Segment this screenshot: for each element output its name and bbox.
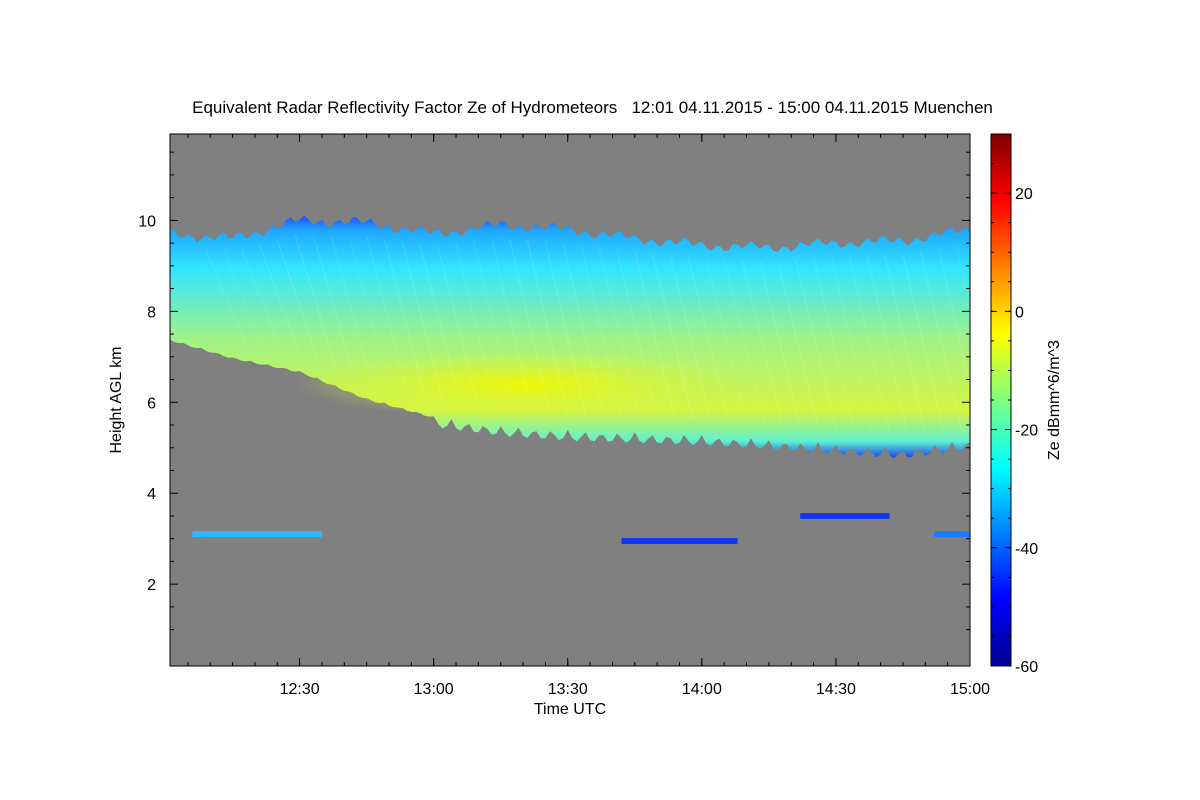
fall-streak <box>938 248 970 389</box>
fall-streak <box>223 251 265 348</box>
fall-streak <box>777 260 819 428</box>
fall-streak <box>580 244 622 418</box>
fall-streak <box>866 255 909 434</box>
fall-streak <box>366 236 408 392</box>
x-tick-label: 14:00 <box>682 681 722 698</box>
fall-streak <box>616 249 658 419</box>
fall-streak <box>920 251 962 429</box>
plot-frame <box>169 133 971 667</box>
chart-title: Equivalent Radar Reflectivity Factor Ze … <box>192 98 993 117</box>
colorbar-tick-label: -60 <box>1015 659 1038 676</box>
low-echo <box>192 531 322 538</box>
fall-streak <box>687 257 730 422</box>
fall-streak <box>562 242 605 417</box>
x-tick-label: 12:30 <box>280 681 320 698</box>
fall-streak <box>258 244 301 355</box>
fall-streak <box>419 245 462 405</box>
y-axis-title: Height AGL km <box>108 346 125 453</box>
fall-streak <box>884 254 926 434</box>
low-echo <box>800 512 890 519</box>
y-tick-label: 2 <box>147 577 156 594</box>
fall-streak <box>509 239 551 414</box>
fall-streak <box>723 259 765 424</box>
fall-streak <box>401 242 444 402</box>
x-tick-label: 13:30 <box>548 681 588 698</box>
fall-streak <box>634 252 676 420</box>
fall-streak <box>205 250 247 344</box>
colorbar-tick-label: 20 <box>1015 186 1033 203</box>
y-tick-label: 8 <box>147 304 156 321</box>
colorbar-title: Ze dBmm^6/m^3 <box>1046 340 1063 460</box>
colorbar-ticks: -60 -40 -20 0 20 <box>991 163 1038 676</box>
fall-streak <box>830 256 873 432</box>
fall-streak <box>812 258 855 430</box>
fall-streak <box>294 235 336 367</box>
fall-streak <box>705 259 748 423</box>
y-tick-label: 4 <box>147 486 156 503</box>
echo-layer <box>170 215 970 544</box>
fall-streak <box>669 255 712 421</box>
fall-streak <box>544 241 587 417</box>
fall-streak <box>383 239 426 397</box>
fall-streak <box>652 253 694 420</box>
colorbar-tick-label: -20 <box>1015 423 1038 440</box>
fall-streak <box>455 244 497 410</box>
y-tick-label: 6 <box>147 395 156 412</box>
fall-streak <box>759 260 801 427</box>
fall-streak <box>348 235 390 387</box>
colorbar-tick-label: 0 <box>1015 304 1024 321</box>
low-echo <box>621 537 738 544</box>
fall-streak <box>598 247 640 419</box>
fall-streak <box>848 256 891 433</box>
fall-streak <box>312 234 354 374</box>
reflectivity-core <box>293 350 754 419</box>
fall-streak <box>902 254 944 431</box>
fall-streak <box>741 260 783 426</box>
fall-streak <box>956 245 970 309</box>
y-tick-label: 10 <box>138 213 156 230</box>
fall-streak <box>330 234 372 381</box>
axes: 12:30 13:00 13:30 14:00 14:30 15:00 2 4 6 8 10 <box>138 134 990 698</box>
low-echo <box>934 531 970 538</box>
fall-streak <box>526 240 569 416</box>
fall-streak <box>491 239 533 413</box>
colorbar-tick-label: -40 <box>1015 541 1038 558</box>
fall-streak <box>276 239 319 359</box>
x-axis-title: Time UTC <box>534 701 606 718</box>
x-tick-label: 15:00 <box>950 681 990 698</box>
fall-streak <box>795 259 837 429</box>
x-tick-label: 14:30 <box>816 681 856 698</box>
fall-streak <box>240 249 283 351</box>
x-tick-label: 13:00 <box>414 681 454 698</box>
fall-streak <box>437 246 479 407</box>
fall-streak <box>473 242 515 412</box>
